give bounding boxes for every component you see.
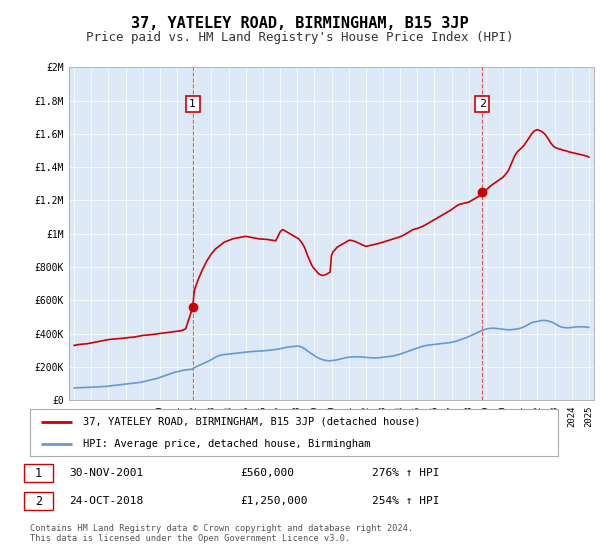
Text: 30-NOV-2001: 30-NOV-2001 xyxy=(69,468,143,478)
Text: 276% ↑ HPI: 276% ↑ HPI xyxy=(372,468,439,478)
Text: 37, YATELEY ROAD, BIRMINGHAM, B15 3JP (detached house): 37, YATELEY ROAD, BIRMINGHAM, B15 3JP (d… xyxy=(83,417,420,427)
Text: 2: 2 xyxy=(35,494,42,508)
Text: 24-OCT-2018: 24-OCT-2018 xyxy=(69,496,143,506)
Text: Price paid vs. HM Land Registry's House Price Index (HPI): Price paid vs. HM Land Registry's House … xyxy=(86,31,514,44)
Text: Contains HM Land Registry data © Crown copyright and database right 2024.
This d: Contains HM Land Registry data © Crown c… xyxy=(30,524,413,543)
Text: 1: 1 xyxy=(35,466,42,480)
Text: 254% ↑ HPI: 254% ↑ HPI xyxy=(372,496,439,506)
Text: £1,250,000: £1,250,000 xyxy=(240,496,308,506)
Text: £560,000: £560,000 xyxy=(240,468,294,478)
Text: HPI: Average price, detached house, Birmingham: HPI: Average price, detached house, Birm… xyxy=(83,438,370,449)
Text: 1: 1 xyxy=(190,99,196,109)
Text: 2: 2 xyxy=(479,99,486,109)
Text: 37, YATELEY ROAD, BIRMINGHAM, B15 3JP: 37, YATELEY ROAD, BIRMINGHAM, B15 3JP xyxy=(131,16,469,31)
